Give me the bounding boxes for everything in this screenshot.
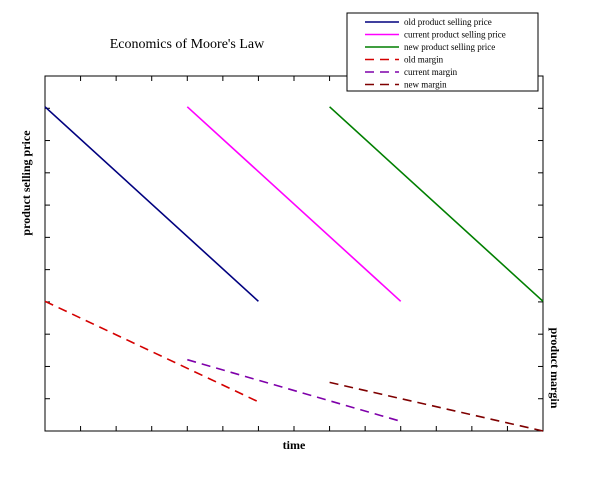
series-layer (44, 106, 544, 432)
legend-label-old-product-selling-price: old product selling price (404, 17, 492, 27)
series-line-current-margin (187, 358, 401, 423)
series-line-new-margin (329, 381, 544, 432)
legend-items: old product selling price current product… (365, 17, 506, 90)
legend-label-new-margin: new margin (404, 80, 447, 90)
legend: old product selling price current product… (346, 12, 539, 92)
series-line-new-product-selling-price (329, 106, 544, 302)
series-line-old-margin (44, 300, 259, 403)
series-line-old-product-selling-price (44, 106, 259, 302)
legend-label-current-product-selling-price: current product selling price (404, 30, 506, 40)
legend-label-old-margin: old margin (404, 55, 444, 65)
legend-box (346, 12, 539, 92)
axis-ticks (45, 76, 543, 431)
plot-area (44, 75, 544, 432)
series-line-current-product-selling-price (186, 106, 402, 302)
y-axis-right-label: product margin (548, 328, 562, 409)
legend-label-current-margin: current margin (404, 67, 458, 77)
legend-label-new-product-selling-price: new product selling price (404, 42, 495, 52)
chart-title: Economics of Moore's Law (110, 37, 265, 52)
x-axis-label: time (283, 438, 306, 452)
y-axis-label: product selling price (19, 130, 33, 236)
